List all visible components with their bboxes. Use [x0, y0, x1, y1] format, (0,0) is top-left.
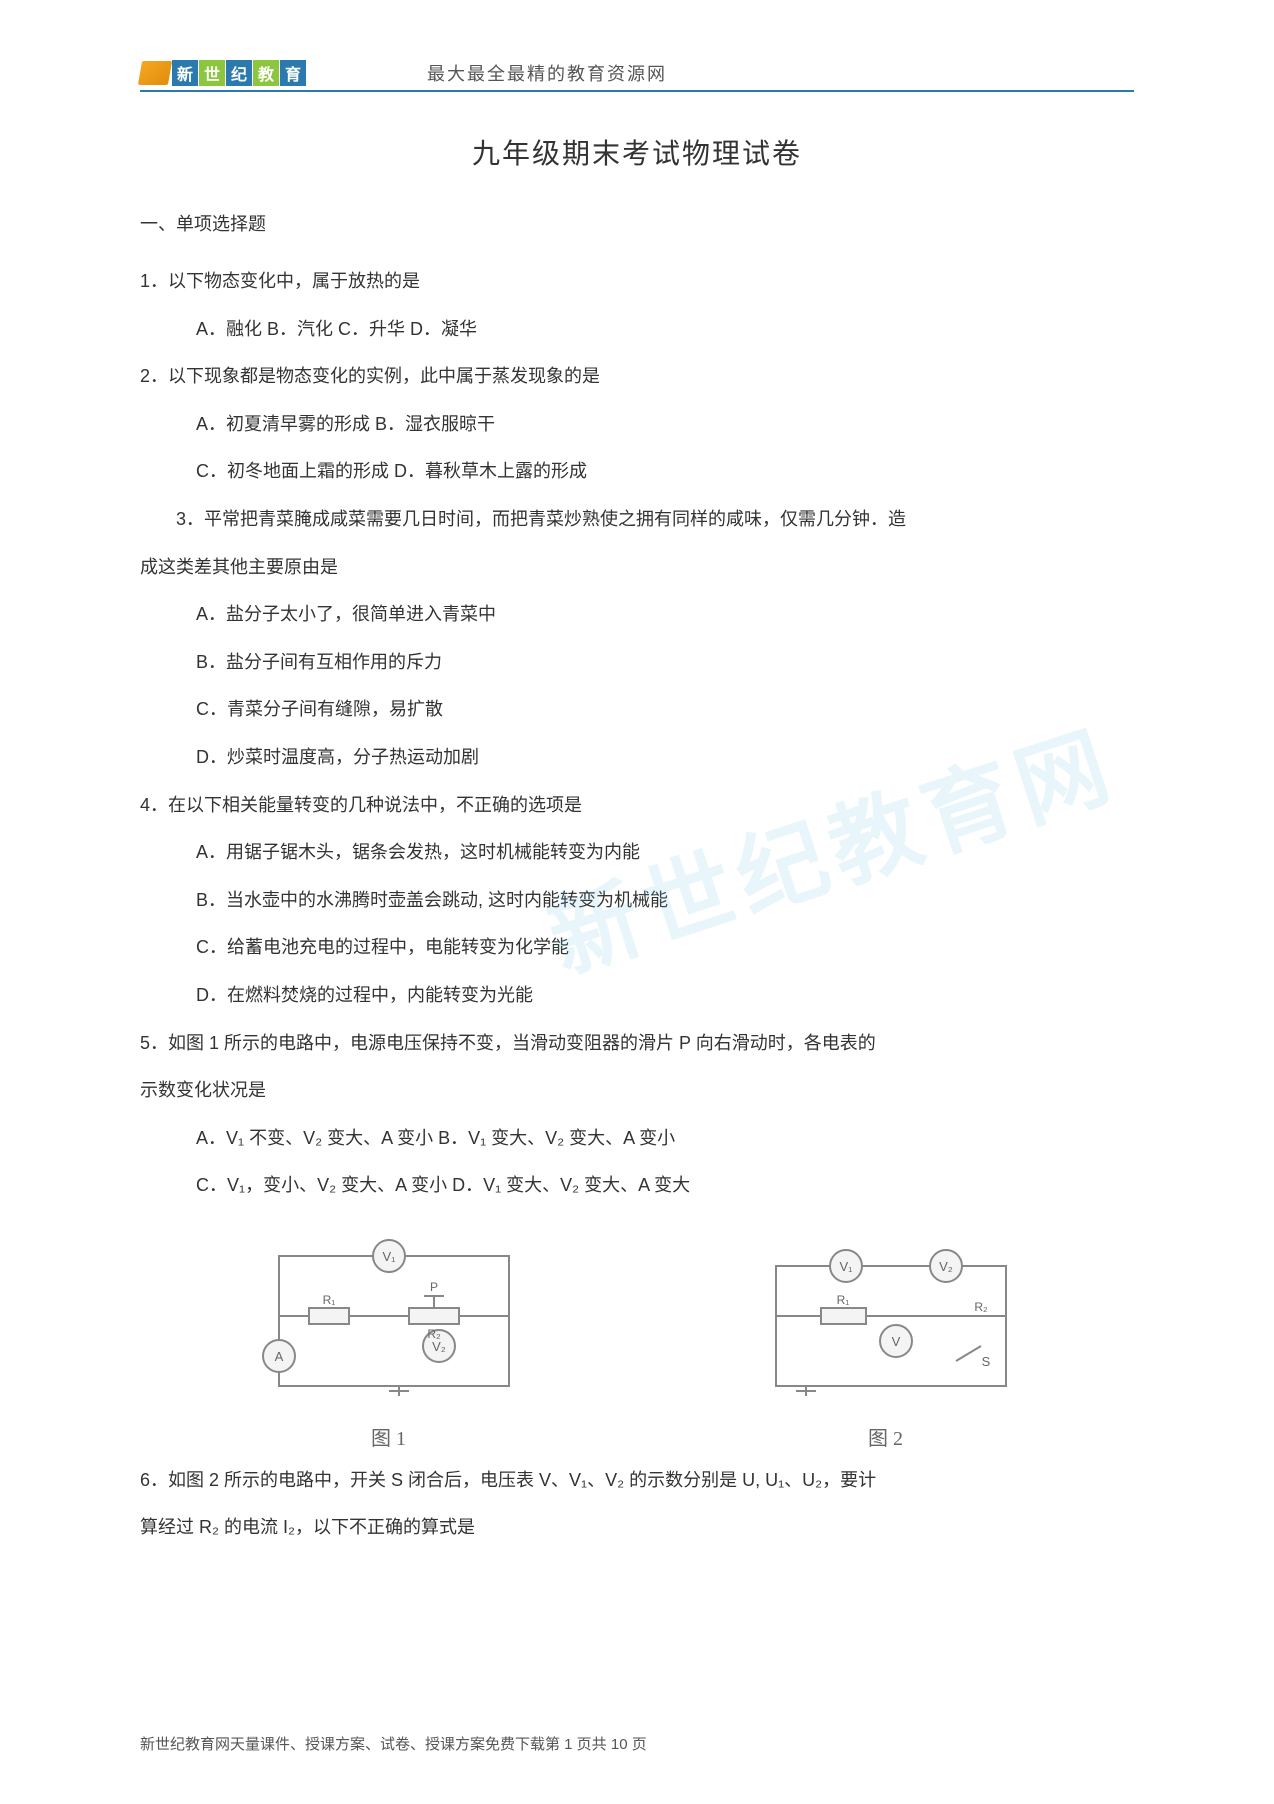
fig1-v1-label: V₁ — [382, 1249, 396, 1264]
page-footer: 新世纪教育网天量课件、授课方案、试卷、授课方案免费下载第 1 页共 10 页 — [140, 1733, 647, 1754]
question-4-option-a: A．用锯子锯木头，锯条会发热，这时机械能转变为内能 — [140, 833, 1134, 873]
fig2-r1-label: R₁ — [836, 1293, 849, 1307]
question-4-stem: 4．在以下相关能量转变的几种说法中，不正确的选项是 — [140, 786, 1134, 826]
fig2-v2-label: V₂ — [939, 1259, 953, 1274]
fig1-a-label: A — [274, 1349, 283, 1364]
fig2-v1-label: V₁ — [839, 1259, 853, 1274]
question-3-option-c: C．青菜分子间有缝隙，易扩散 — [140, 690, 1134, 730]
question-5-option-cd: C．V₁，变小、V₂ 变大、A 变小 D．V₁ 变大、V₂ 变大、A 变大 — [140, 1166, 1134, 1206]
question-4-option-b: B．当水壶中的水沸腾时壶盖会跳动, 这时内能转变为机械能 — [140, 881, 1134, 921]
header-tagline: 最大最全最精的教育资源网 — [427, 60, 667, 86]
question-5-stem-1: 5．如图 1 所示的电路中，电源电压保持不变，当滑动变阻器的滑片 P 向右滑动时… — [140, 1024, 1134, 1064]
question-4-option-c: C．给蓄电池充电的过程中，电能转变为化学能 — [140, 928, 1134, 968]
question-2-option-ab: A．初夏清早雾的形成 B．湿衣服晾干 — [140, 405, 1134, 445]
fig1-p-label: P — [429, 1280, 437, 1294]
logo-char: 世 — [199, 60, 225, 86]
figure-1-wrap: V₁ V₂ A R₁ R₂ P 图 1 — [239, 1226, 539, 1451]
figure-1-caption: 图 1 — [239, 1422, 539, 1451]
fig2-r2-label: R₂ — [974, 1300, 988, 1314]
page-header: 新 世 纪 教 育 最大最全最精的教育资源网 — [140, 60, 1134, 92]
logo-text: 新 世 纪 教 育 — [172, 60, 307, 86]
question-5-stem-2: 示数变化状况是 — [140, 1071, 1134, 1111]
question-2-stem: 2．以下现象都是物态变化的实例，此中属于蒸发现象的是 — [140, 357, 1134, 397]
circuit-diagram-2: V₁ V₂ V R₁ R₂ S — [736, 1226, 1036, 1416]
question-6-stem-1: 6．如图 2 所示的电路中，开关 S 闭合后，电压表 V、V₁、V₂ 的示数分别… — [140, 1461, 1134, 1501]
fig2-s-label: S — [981, 1354, 990, 1369]
section-heading: 一、单项选择题 — [140, 210, 1134, 236]
question-1-options: A．融化 B．汽化 C．升华 D．凝华 — [140, 310, 1134, 350]
figure-2-caption: 图 2 — [736, 1422, 1036, 1451]
book-icon — [138, 61, 172, 85]
circuit-figures: V₁ V₂ A R₁ R₂ P 图 1 V₁ V₂ V R₁ — [140, 1226, 1134, 1451]
fig1-r1-label: R₁ — [322, 1293, 335, 1307]
question-3-option-b: B．盐分子间有互相作用的斥力 — [140, 643, 1134, 683]
fig1-r2-label: R₂ — [427, 1327, 441, 1341]
fig1-v2-label: V₂ — [432, 1339, 446, 1354]
question-1-stem: 1．以下物态变化中，属于放热的是 — [140, 262, 1134, 302]
page-title: 九年级期末考试物理试卷 — [140, 132, 1134, 172]
logo-char: 教 — [253, 60, 279, 86]
fig2-v-label: V — [891, 1334, 900, 1349]
question-4-option-d: D．在燃料焚烧的过程中，内能转变为光能 — [140, 976, 1134, 1016]
logo-char: 纪 — [226, 60, 252, 86]
question-3-option-d: D．炒菜时温度高，分子热运动加剧 — [140, 738, 1134, 778]
question-3-stem-2: 成这类差其他主要原由是 — [140, 548, 1134, 588]
question-6-stem-2: 算经过 R₂ 的电流 I₂，以下不正确的算式是 — [140, 1508, 1134, 1548]
question-3-option-a: A．盐分子太小了，很简单进入青菜中 — [140, 595, 1134, 635]
question-3-stem: 3．平常把青菜腌成咸菜需要几日时间，而把青菜炒熟使之拥有同样的咸味，仅需几分钟．… — [140, 500, 1134, 540]
figure-2-wrap: V₁ V₂ V R₁ R₂ S 图 2 — [736, 1226, 1036, 1451]
circuit-diagram-1: V₁ V₂ A R₁ R₂ P — [239, 1226, 539, 1416]
logo-char: 新 — [172, 60, 198, 86]
q3-line1: 3．平常把青菜腌成咸菜需要几日时间，而把青菜炒熟使之拥有同样的咸味，仅需几分钟．… — [140, 500, 906, 540]
question-2-option-cd: C．初冬地面上霜的形成 D．暮秋草木上露的形成 — [140, 452, 1134, 492]
question-5-option-ab: A．V₁ 不变、V₂ 变大、A 变小 B．V₁ 变大、V₂ 变大、A 变小 — [140, 1119, 1134, 1159]
site-logo: 新 世 纪 教 育 — [140, 60, 307, 86]
logo-char: 育 — [280, 60, 306, 86]
